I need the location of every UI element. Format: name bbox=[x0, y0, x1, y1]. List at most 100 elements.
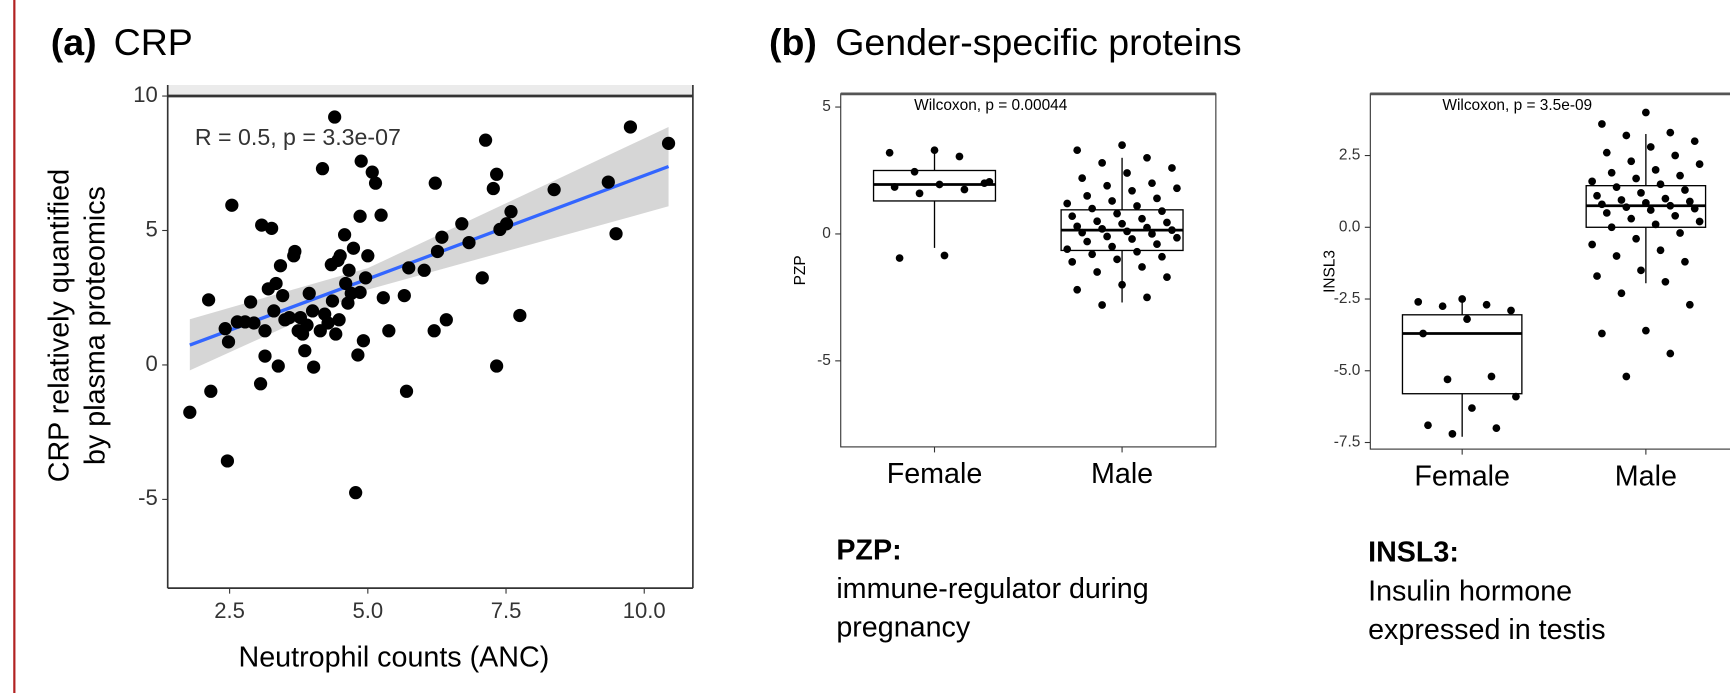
point bbox=[365, 165, 379, 179]
x-tick-label: 10.0 bbox=[623, 598, 666, 623]
point bbox=[204, 384, 218, 398]
point bbox=[910, 167, 919, 176]
point bbox=[885, 148, 894, 157]
point bbox=[349, 486, 363, 500]
y-tick-label: 0.0 bbox=[1339, 218, 1360, 235]
point bbox=[1671, 211, 1680, 220]
point bbox=[1598, 200, 1606, 209]
point bbox=[609, 227, 623, 241]
point bbox=[1646, 206, 1655, 214]
point bbox=[1133, 247, 1141, 256]
annotation: R = 0.5, p = 3.3e-07 bbox=[195, 124, 401, 150]
point bbox=[1676, 171, 1684, 180]
x-tick-label: Female bbox=[1414, 460, 1510, 492]
point bbox=[225, 198, 239, 212]
point bbox=[1512, 392, 1520, 401]
point bbox=[1143, 293, 1151, 302]
annotation: Wilcoxon, p = 0.00044 bbox=[914, 97, 1068, 114]
point bbox=[247, 316, 261, 330]
point bbox=[402, 261, 416, 275]
point bbox=[1627, 157, 1636, 166]
box bbox=[1401, 314, 1523, 395]
point bbox=[1118, 280, 1126, 289]
point bbox=[1651, 166, 1660, 174]
point bbox=[298, 344, 312, 358]
point bbox=[1078, 174, 1087, 182]
point bbox=[1676, 229, 1684, 237]
point bbox=[1607, 223, 1616, 232]
panel-label: (a) bbox=[51, 21, 97, 63]
point bbox=[1168, 226, 1176, 235]
point bbox=[315, 162, 330, 176]
point bbox=[428, 176, 442, 190]
point bbox=[1068, 258, 1077, 266]
point bbox=[1632, 234, 1640, 243]
point bbox=[1642, 108, 1650, 117]
point bbox=[300, 318, 314, 332]
point bbox=[960, 185, 969, 194]
point bbox=[1671, 151, 1680, 160]
caption-line: immune-regulator during bbox=[836, 573, 1148, 605]
point bbox=[218, 322, 232, 336]
point bbox=[1103, 181, 1111, 190]
point bbox=[358, 271, 373, 285]
point bbox=[253, 377, 268, 391]
point bbox=[1593, 191, 1601, 200]
point bbox=[1443, 375, 1452, 384]
y-tick-label: -5 bbox=[817, 352, 831, 369]
point bbox=[1088, 250, 1097, 259]
y-tick-label: 5 bbox=[822, 98, 831, 115]
point bbox=[397, 288, 411, 303]
point bbox=[328, 110, 342, 124]
y-tick-label: -7.5 bbox=[1334, 434, 1361, 451]
caption-title: PZP: bbox=[836, 534, 901, 566]
point bbox=[1598, 329, 1606, 338]
point bbox=[1458, 295, 1467, 303]
y-axis-label: INSL3 bbox=[1322, 250, 1339, 293]
caption-line: pregnancy bbox=[836, 612, 971, 644]
point bbox=[435, 230, 449, 244]
point bbox=[1138, 214, 1146, 223]
point bbox=[1108, 242, 1116, 251]
point bbox=[1424, 421, 1432, 430]
point bbox=[1632, 174, 1640, 183]
point bbox=[1118, 141, 1126, 149]
point bbox=[1681, 186, 1689, 194]
point bbox=[1078, 228, 1087, 237]
point bbox=[1612, 252, 1621, 260]
point bbox=[374, 208, 388, 222]
point bbox=[1593, 272, 1601, 280]
y-axis-label: PZP bbox=[792, 255, 809, 285]
panel-strip bbox=[167, 85, 693, 97]
point bbox=[1073, 285, 1082, 294]
point bbox=[895, 254, 904, 262]
point bbox=[1173, 233, 1181, 242]
point bbox=[382, 324, 396, 338]
point bbox=[1108, 197, 1116, 205]
point bbox=[1482, 300, 1491, 309]
point bbox=[337, 228, 352, 242]
point bbox=[1123, 169, 1131, 177]
point bbox=[1685, 197, 1694, 206]
point bbox=[1642, 199, 1650, 207]
plot-frame bbox=[840, 93, 1217, 448]
point bbox=[1113, 209, 1121, 218]
point bbox=[1695, 160, 1704, 169]
point bbox=[201, 293, 216, 307]
point bbox=[1656, 246, 1665, 255]
point bbox=[1468, 404, 1476, 412]
point bbox=[490, 167, 504, 181]
point bbox=[1646, 143, 1655, 151]
point bbox=[547, 183, 561, 197]
point bbox=[1637, 266, 1645, 275]
point bbox=[1612, 183, 1621, 191]
point bbox=[1602, 148, 1611, 157]
point bbox=[1163, 273, 1171, 281]
point bbox=[361, 249, 375, 263]
point bbox=[1093, 217, 1101, 226]
point bbox=[325, 294, 340, 308]
point bbox=[623, 120, 638, 134]
point bbox=[265, 221, 279, 235]
point bbox=[1507, 306, 1515, 315]
